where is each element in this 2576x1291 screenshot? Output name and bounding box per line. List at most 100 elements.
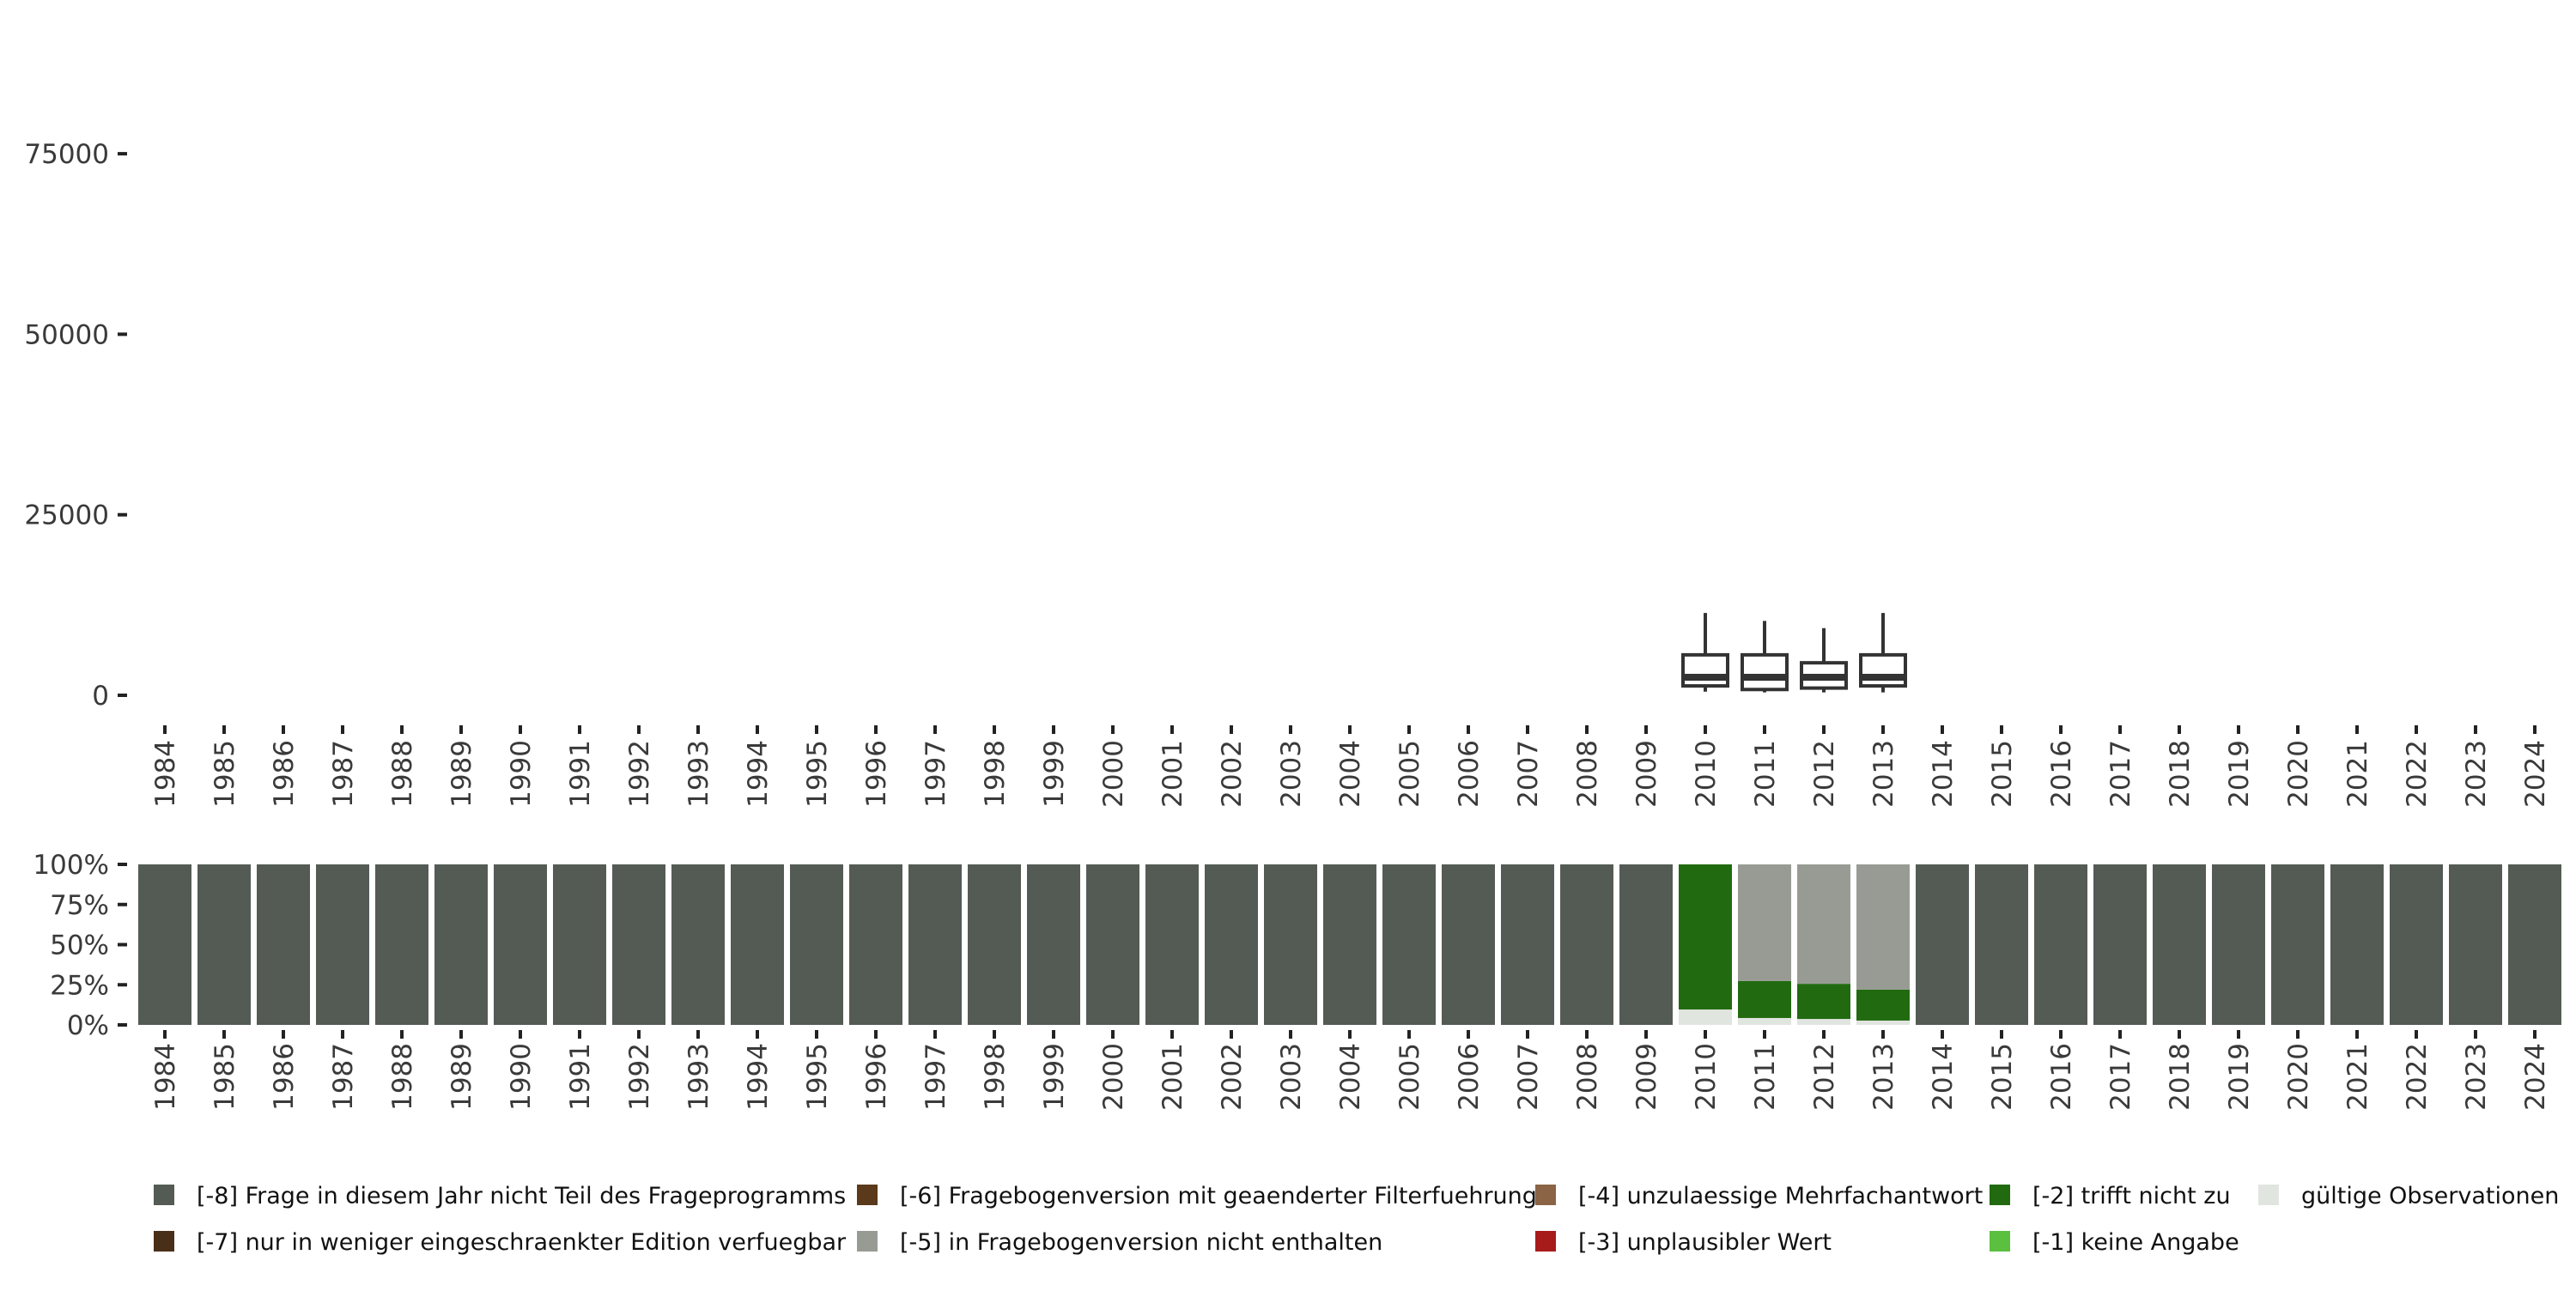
x-tick-label: 2009 [1631,1043,1662,1111]
y-tick-label: 50000 [24,319,109,350]
x-tick-label: 1989 [447,740,477,808]
x-tick-label: 1991 [565,740,596,808]
x-tick-label: 2014 [1928,1043,1959,1111]
bar-segment-m2 [1856,989,1910,1021]
x-tick-label: 2019 [2224,740,2255,808]
x-tick-label: 1984 [150,740,181,808]
legend-swatch [857,1185,878,1205]
y-tick-label: 0% [67,1010,109,1041]
y-tick-label: 100% [33,850,109,881]
stacked-bar-panel: 0% 25% 50% 75% 100% 1984 1985 1986 1987 1988 1989 1… [33,850,2561,1111]
bar-segment-m8 [1560,864,1613,1025]
bar-segment-m8 [257,864,310,1025]
x-tick-label: 1998 [980,1043,1011,1111]
x-tick-label: 1994 [743,740,774,808]
x-tick-label: 1984 [150,1043,181,1111]
bar-segment-m8 [1027,864,1080,1025]
bar-segment-m8 [1916,864,1969,1025]
bar-segment-m8 [1501,864,1554,1025]
x-tick-label: 2011 [1750,1043,1781,1111]
x-tick-label: 2002 [1217,1043,1248,1111]
x-tick-label: 2004 [1335,740,1366,808]
box [1859,652,1907,688]
bar-segment-m8 [968,864,1021,1025]
bar-segment-m8 [1619,864,1673,1025]
x-tick-label: 2016 [2046,1043,2077,1111]
bar-segment-m8 [2508,864,2561,1025]
bar-segment-m8 [1323,864,1376,1025]
bar-segment-m8 [553,864,606,1025]
x-tick-label: 1997 [920,1043,951,1111]
x-tick-label: 1993 [683,740,714,808]
x-tick-label: 2000 [1098,740,1129,808]
x-tick-label: 1990 [506,740,537,808]
x-tick-label: 2015 [1987,740,2018,808]
x-tick-label: 2000 [1098,1043,1129,1111]
bar-segment-m5 [1856,864,1910,990]
bar-segment-m8 [1975,864,2028,1025]
x-tick-label: 2005 [1394,740,1425,808]
x-tick-label: 2012 [1809,1043,1840,1111]
y-tick-label: 75000 [24,139,109,170]
x-tick-label: 1999 [1039,740,1070,808]
x-tick-label: 1996 [861,1043,892,1111]
bar-segment-m8 [671,864,725,1025]
x-tick-label: 2006 [1454,1043,1485,1111]
x-tick-label: 2001 [1157,1043,1188,1111]
x-tick-label: 2020 [2283,740,2314,808]
x-tick-label: 1998 [980,740,1011,808]
y-tick-label: 25000 [24,500,109,531]
x-tick-label: 2003 [1276,1043,1307,1111]
legend-label: [-2] trifft nicht zu [2032,1183,2231,1209]
bar-segment-m2 [1679,864,1732,1010]
x-tick-label: 1986 [269,740,300,808]
bar-segment-m8 [1442,864,1495,1025]
legend-item-m1: [-1] keine Angabe [1990,1229,2239,1256]
x-tick-label: 2021 [2342,1043,2373,1111]
x-tick-label: 2011 [1750,740,1781,808]
x-tick-label: 2004 [1335,1043,1366,1111]
x-tick-label: 1988 [387,1043,418,1111]
legend-label: [-5] in Fragebogenversion nicht enthalte… [900,1229,1382,1256]
x-tick-label: 1985 [210,1043,240,1111]
x-tick-label: 2008 [1572,1043,1603,1111]
bar-segment-m8 [434,864,488,1025]
bar-segment-m8 [612,864,665,1025]
x-tick-label: 1995 [802,740,833,808]
x-tick-label: 2017 [2105,740,2136,808]
x-tick-label: 1993 [683,1043,714,1111]
legend-item-valid: gültige Observationen [2258,1183,2559,1209]
legend-item-m5: [-5] in Fragebogenversion nicht enthalte… [857,1229,1382,1256]
x-tick-label: 2003 [1276,740,1307,808]
bar-segment-m8 [2449,864,2502,1025]
x-tick-label: 1991 [565,1043,596,1111]
legend-swatch [1990,1185,2010,1205]
legend-item-m8: [-8] Frage in diesem Jahr nicht Teil des… [154,1183,846,1209]
x-tick-label: 2005 [1394,1043,1425,1111]
boxplot-panel: 0 25000 50000 75000 1984 1985 1986 1987 1988 1989… [24,139,2551,808]
bar-segment-m8 [197,864,251,1025]
x-tick-label: 2020 [2283,1043,2314,1111]
legend: [-8] Frage in diesem Jahr nicht Teil des… [154,1183,2559,1256]
x-tick-label: 2012 [1809,740,1840,808]
y-tick-label: 25% [50,970,109,1001]
x-tick-label: 1997 [920,740,951,808]
x-tick-label: 2022 [2402,740,2433,808]
legend-item-m2: [-2] trifft nicht zu [1990,1183,2231,1209]
bar-segment-m8 [375,864,428,1025]
x-tick-label: 2002 [1217,740,1248,808]
x-tick-label: 1992 [624,740,655,808]
x-tick-label: 2023 [2461,1043,2492,1111]
bar-segment-m8 [2330,864,2384,1025]
legend-label: [-4] unzulaessige Mehrfachantwort [1578,1183,1983,1209]
legend-label: gültige Observationen [2301,1183,2559,1209]
x-tick-label: 1994 [743,1043,774,1111]
bar-segment-m5 [1797,864,1850,985]
legend-item-m6: [-6] Fragebogenversion mit geaenderter F… [857,1183,1537,1209]
legend-label: [-6] Fragebogenversion mit geaenderter F… [900,1183,1537,1209]
x-tick-label: 2018 [2165,1043,2196,1111]
bar-segment-valid [1738,1017,1791,1025]
legend-item-m3: [-3] unplausibler Wert [1535,1229,1832,1256]
legend-swatch [154,1185,174,1205]
